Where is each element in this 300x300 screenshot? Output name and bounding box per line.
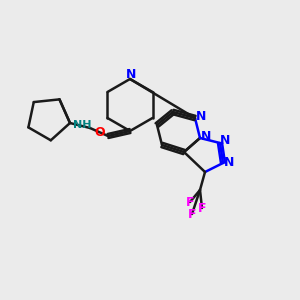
Text: N: N [126, 68, 136, 80]
Text: F: F [198, 202, 206, 214]
Text: F: F [188, 208, 196, 220]
Text: O: O [95, 127, 105, 140]
Text: NH: NH [73, 120, 91, 130]
Text: N: N [201, 130, 211, 142]
Text: N: N [224, 157, 234, 169]
Text: F: F [186, 196, 194, 208]
Text: N: N [196, 110, 206, 122]
Text: N: N [220, 134, 230, 148]
